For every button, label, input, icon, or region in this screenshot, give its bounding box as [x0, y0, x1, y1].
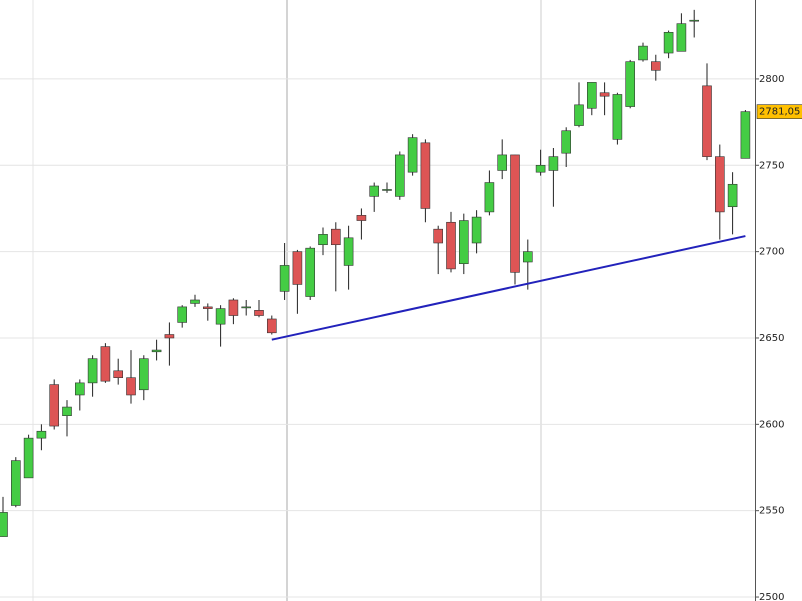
candle-body [714, 156, 725, 213]
candle-body [23, 437, 34, 479]
candle-body [394, 154, 405, 197]
candle-body [330, 228, 341, 246]
candle-body [151, 349, 162, 353]
y-tick-label: 2700 [759, 247, 784, 258]
y-tick-label: 2800 [759, 74, 784, 85]
candle-body [87, 358, 98, 384]
candle-body [164, 334, 175, 339]
candle-body [177, 306, 187, 323]
candle-body [126, 377, 136, 396]
candle-body [561, 130, 572, 154]
trendline [271, 235, 746, 341]
candle-body [625, 61, 636, 107]
candle-body [676, 23, 687, 52]
candle-body [612, 94, 623, 140]
candle-body [663, 31, 674, 54]
candle-body [433, 228, 444, 244]
candle-body [254, 310, 264, 316]
candle-body [215, 308, 226, 325]
candle-body [599, 92, 610, 97]
candle-body [241, 306, 251, 309]
candle-body [190, 299, 200, 304]
candle-body [689, 19, 700, 22]
candle-body [75, 382, 85, 396]
y-tick-label: 2550 [759, 506, 784, 517]
candle-body [420, 142, 431, 209]
candle-body [574, 104, 584, 126]
candle-body [279, 265, 290, 292]
candle-body [100, 346, 111, 382]
candle-body [203, 306, 213, 309]
y-tick-label: 2650 [759, 333, 784, 344]
candle-body [522, 251, 533, 263]
candle-body [139, 358, 149, 391]
candle-body [446, 221, 456, 270]
candle-body [484, 182, 495, 213]
candle-body [343, 237, 354, 266]
candle-body [702, 85, 712, 157]
candle-body [62, 406, 72, 416]
candle-body [49, 384, 60, 427]
candle-body [638, 45, 648, 61]
candle-body [305, 247, 316, 297]
y-tick-label: 2500 [759, 592, 784, 601]
candle-body [292, 251, 303, 285]
last-price-label: 2781,05 [759, 107, 800, 118]
candle-body [369, 185, 380, 197]
candle-body [740, 111, 751, 159]
candle-body [266, 318, 277, 334]
candle-body [458, 220, 469, 265]
y-tick-label: 2750 [759, 160, 784, 171]
candle-body [0, 512, 8, 537]
candle-body [471, 216, 482, 244]
candle-body [36, 430, 47, 439]
candle-body [11, 460, 21, 506]
last-price-box [756, 104, 802, 119]
candle-body [727, 183, 738, 208]
candle-body [548, 156, 559, 171]
candle-body [228, 299, 239, 316]
y-tick-label: 2600 [759, 419, 784, 430]
candle-body [650, 61, 661, 71]
candle-body [382, 189, 392, 191]
candle-body [497, 154, 508, 171]
candle-body [510, 154, 520, 273]
candle-body [535, 164, 546, 173]
candle-body [318, 234, 328, 246]
candle-body [586, 82, 597, 109]
candle-body [356, 215, 367, 221]
candle-body [113, 370, 123, 378]
candle-body [407, 137, 418, 173]
